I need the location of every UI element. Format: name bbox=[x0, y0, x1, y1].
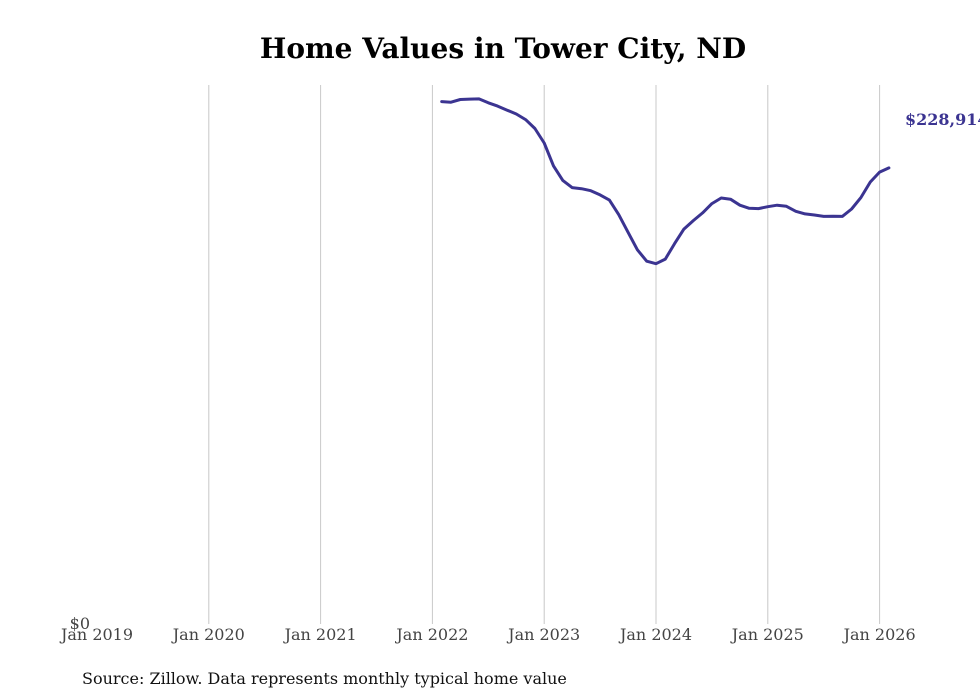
chart-title: Home Values in Tower City, ND bbox=[260, 32, 746, 65]
x-tick-label: Jan 2023 bbox=[506, 625, 580, 644]
y-axis-label-zero: $0 bbox=[70, 614, 90, 633]
x-tick-label: Jan 2025 bbox=[730, 625, 804, 644]
series-layer bbox=[440, 97, 891, 266]
x-tick-label: Jan 2019 bbox=[59, 625, 133, 644]
end-value-label: $228,914 bbox=[905, 110, 980, 129]
x-tick-label: Jan 2024 bbox=[618, 625, 692, 644]
x-axis-tick-labels: Jan 2019 Jan 2020 Jan 2021 Jan 2022 Jan 2023… bbox=[59, 625, 916, 644]
gridlines bbox=[208, 85, 881, 624]
x-tick-label: Jan 2026 bbox=[842, 625, 916, 644]
source-note: Source: Zillow. Data represents monthly … bbox=[82, 669, 567, 688]
x-tick-label: Jan 2021 bbox=[283, 625, 357, 644]
series-line bbox=[440, 97, 891, 266]
x-tick-label: Jan 2020 bbox=[171, 625, 245, 644]
x-tick-label: Jan 2022 bbox=[394, 625, 468, 644]
